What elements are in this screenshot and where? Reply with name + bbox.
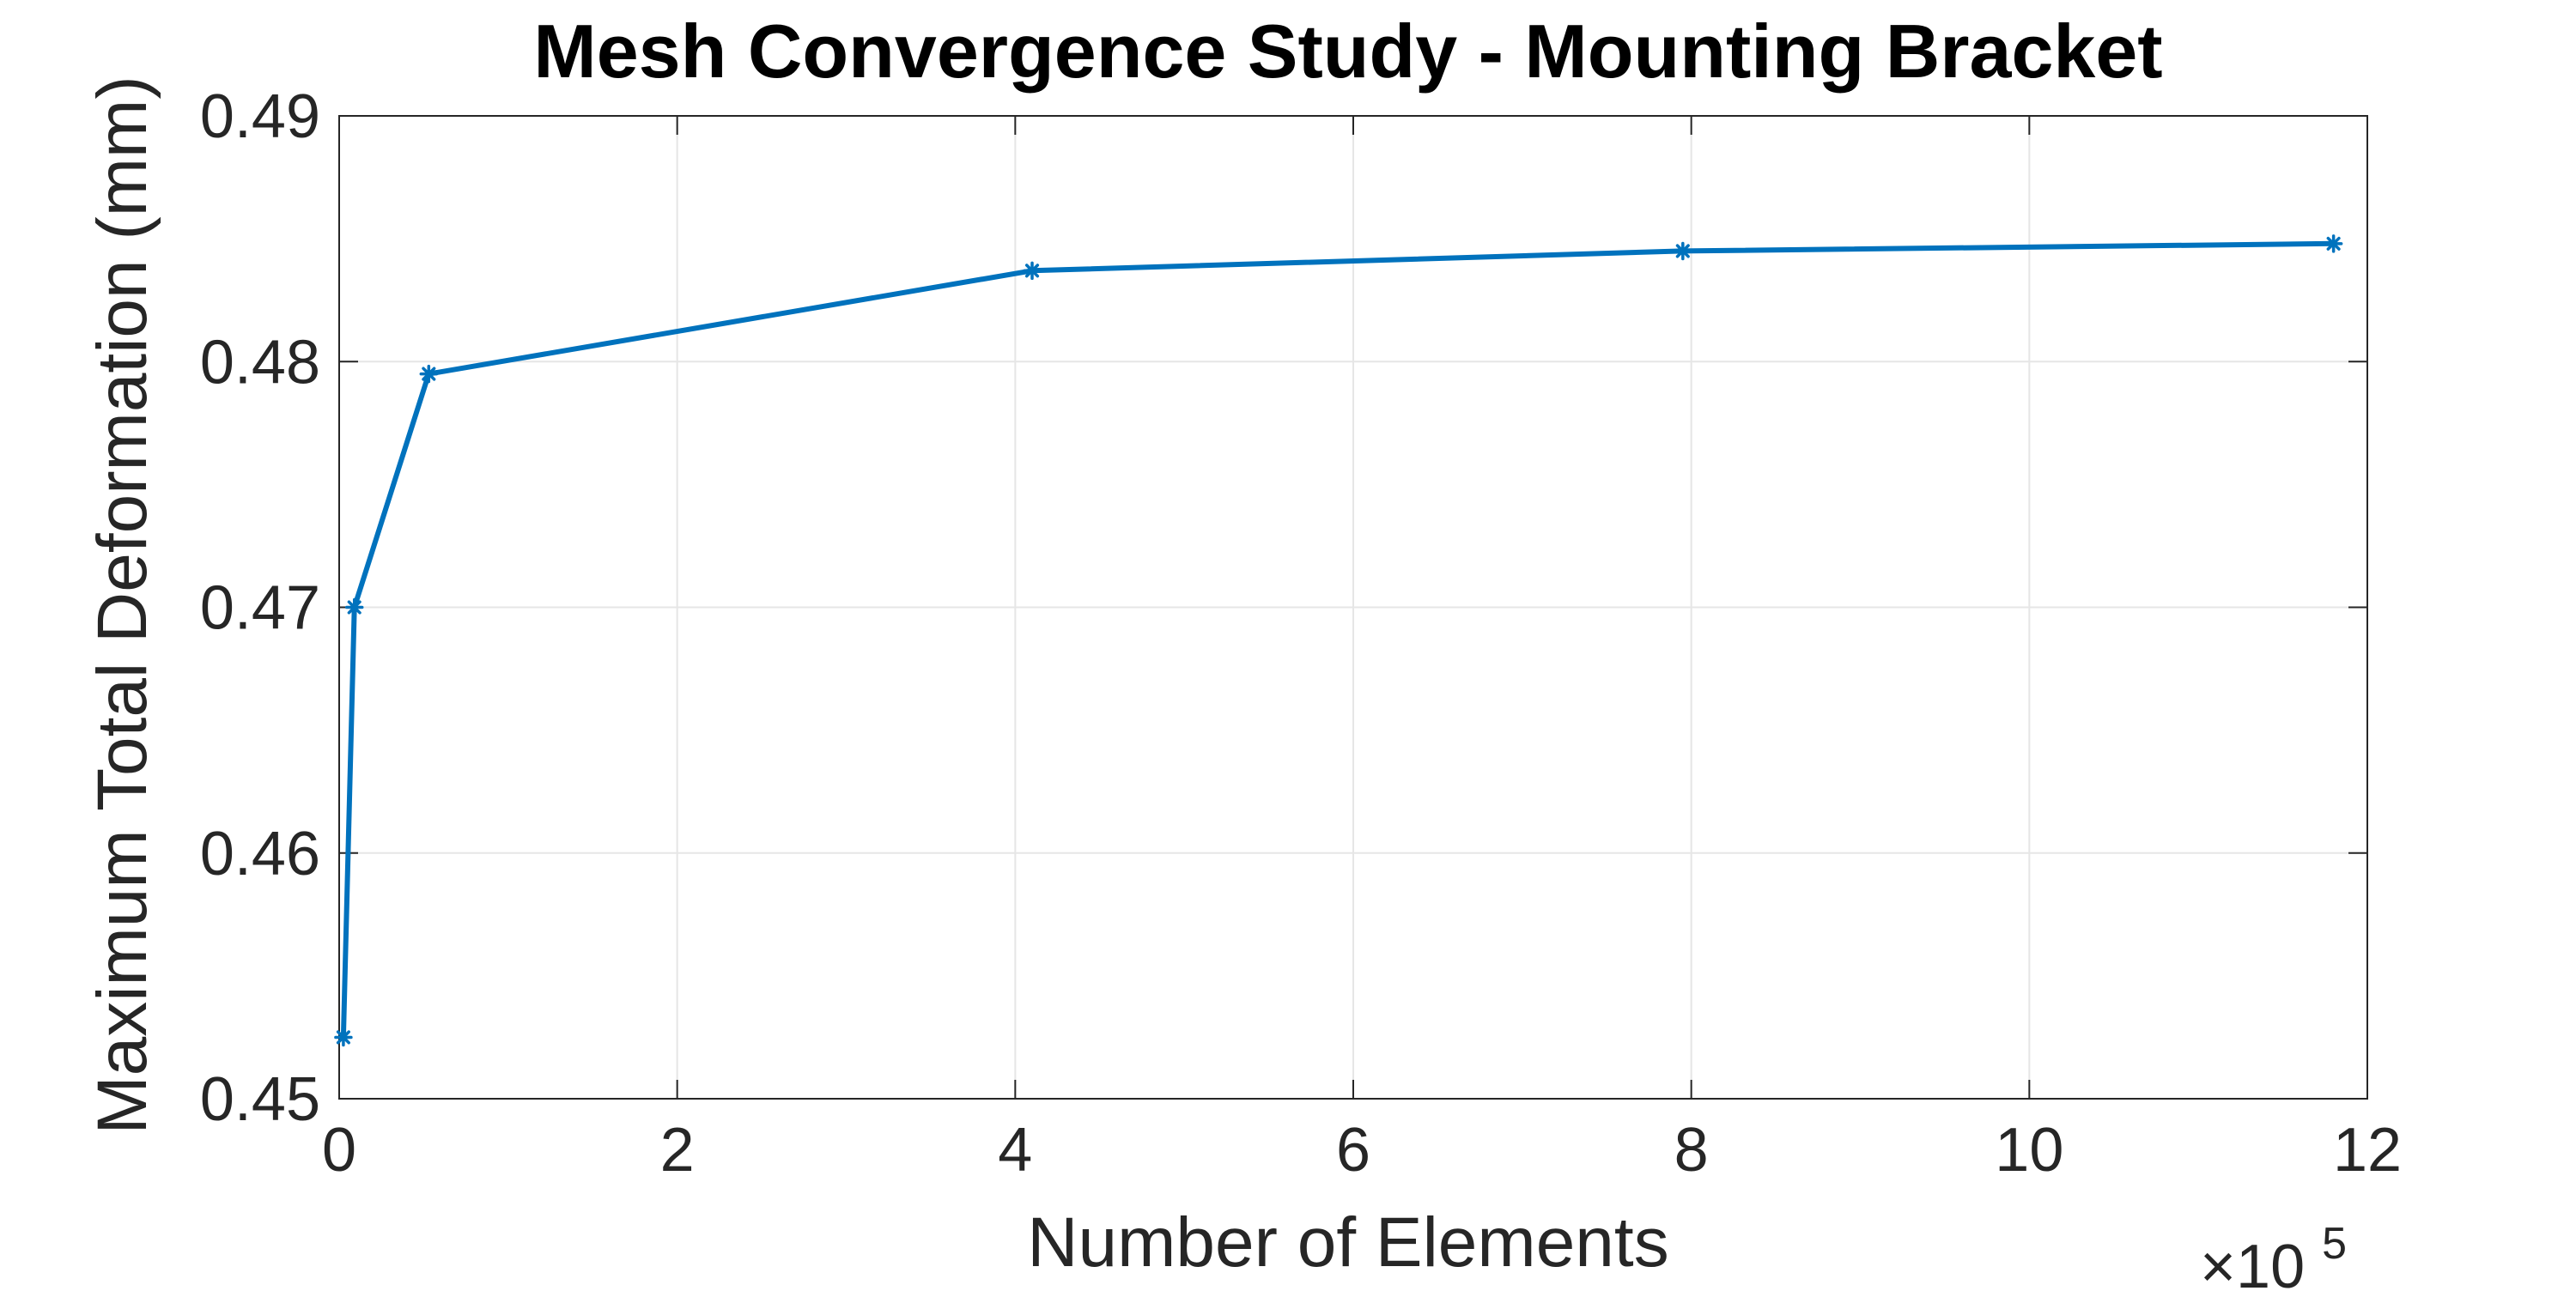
x-axis-multiplier: ×10 5 [2200, 1219, 2347, 1291]
series-line [340, 240, 2336, 1040]
x-tick-label: 4 [998, 1116, 1032, 1185]
data-point [1023, 261, 1042, 281]
y-axis-label: Maximum Total Deformation (mm) [83, 76, 161, 1134]
series-layer [334, 234, 2343, 1047]
y-tick-label: 0.45 [200, 1065, 320, 1134]
x-axis-label: Number of Elements [1027, 1203, 1668, 1282]
x-axis-multiplier-exponent: 5 [2322, 1219, 2347, 1269]
chart-title: Mesh Convergence Study - Mounting Bracke… [533, 9, 2162, 94]
data-point [1674, 241, 1692, 261]
y-tick-label: 0.49 [200, 82, 320, 151]
data-point [334, 1027, 353, 1047]
x-tick-label: 12 [2333, 1116, 2402, 1185]
data-point [344, 597, 364, 617]
y-tick-label: 0.47 [200, 574, 320, 643]
x-tick-label: 6 [1336, 1116, 1370, 1185]
x-tick-label: 0 [322, 1116, 356, 1185]
x-axis-multiplier-base: ×10 [2200, 1233, 2305, 1291]
x-tick-label: 2 [660, 1116, 695, 1185]
data-point [2324, 234, 2343, 253]
axis-ticks [338, 115, 2368, 1100]
tick-labels: 0 2 4 6 8 10 12 0.45 0.46 0.47 0.48 0.49 [200, 82, 2402, 1185]
x-tick-label: 10 [1995, 1116, 2063, 1185]
grid-lines [339, 116, 2367, 1099]
data-point [419, 364, 439, 384]
y-tick-label: 0.46 [200, 820, 320, 888]
y-tick-label: 0.48 [200, 328, 320, 397]
x-tick-label: 8 [1674, 1116, 1709, 1185]
